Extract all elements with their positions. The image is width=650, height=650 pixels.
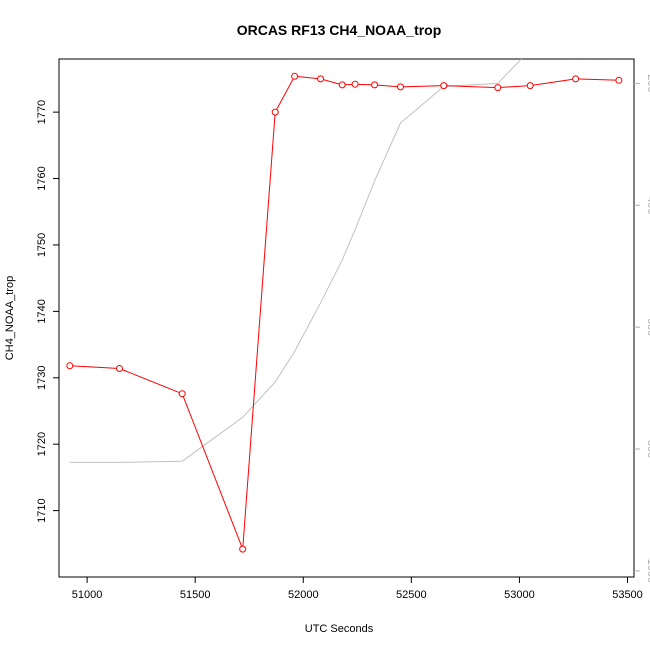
x-tick-label: 53500 bbox=[612, 589, 643, 601]
data-point bbox=[239, 545, 247, 553]
x-tick-label: 52500 bbox=[396, 589, 427, 601]
y-axis: 1710 1720 1730 1740 1750 1760 1770 bbox=[36, 100, 59, 523]
data-point bbox=[615, 76, 623, 84]
data-point bbox=[371, 81, 379, 89]
x-tick-label: 53000 bbox=[504, 589, 535, 601]
x-axis-label: UTC Seconds bbox=[305, 623, 374, 635]
data-point bbox=[271, 108, 279, 116]
y-tick-label: 1770 bbox=[36, 100, 48, 124]
data-point bbox=[572, 75, 580, 83]
data-point bbox=[178, 390, 186, 398]
series-layer bbox=[66, 59, 623, 553]
series-line bbox=[69, 75, 619, 550]
y2-tick-label: 400 bbox=[645, 196, 650, 214]
secondary-series-line bbox=[69, 59, 523, 463]
data-point bbox=[494, 84, 502, 92]
data-point bbox=[291, 72, 299, 80]
x-tick-label: 52000 bbox=[288, 589, 319, 601]
y-tick-label: 1720 bbox=[36, 432, 48, 456]
x-tick-label: 51500 bbox=[180, 589, 211, 601]
y-axis-label: CH4_NOAA_trop bbox=[4, 276, 16, 360]
y2-tick-label: 600 bbox=[645, 318, 650, 336]
x-axis: 51000 51500 52000 52500 53000 53500 bbox=[72, 577, 643, 601]
y2-axis: 200 400 600 800 1000 bbox=[634, 74, 650, 583]
chart-title: ORCAS RF13 CH4_NOAA_trop bbox=[237, 22, 442, 38]
data-point bbox=[397, 83, 404, 91]
data-point bbox=[66, 362, 74, 370]
y-tick-label: 1740 bbox=[36, 299, 48, 323]
y-tick-label: 1730 bbox=[36, 366, 48, 390]
data-point bbox=[440, 82, 448, 90]
data-point bbox=[317, 75, 325, 83]
y-tick-label: 1760 bbox=[36, 166, 48, 190]
data-point bbox=[338, 81, 346, 89]
y2-tick-label: 1000 bbox=[645, 559, 650, 583]
y2-tick-label: 800 bbox=[645, 440, 650, 458]
data-point bbox=[351, 80, 359, 88]
y2-tick-label: 200 bbox=[645, 74, 650, 92]
data-point bbox=[526, 82, 534, 90]
y-tick-label: 1710 bbox=[36, 498, 48, 522]
x-tick-label: 51000 bbox=[72, 589, 103, 601]
plot-frame bbox=[58, 58, 635, 578]
y-tick-label: 1750 bbox=[36, 233, 48, 257]
data-point bbox=[116, 365, 123, 372]
